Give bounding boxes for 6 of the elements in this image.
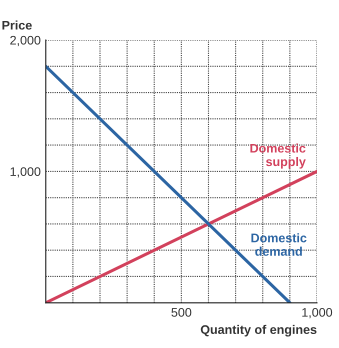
- series-label: Domestic demand: [251, 233, 307, 256]
- series-label: Domestic supply: [250, 143, 306, 169]
- y-axis-title: Price: [2, 20, 32, 30]
- y-tick-label: 2,000: [10, 36, 40, 46]
- x-axis-title: Quantity of engines: [200, 324, 316, 337]
- x-tick-label: 500: [171, 308, 192, 317]
